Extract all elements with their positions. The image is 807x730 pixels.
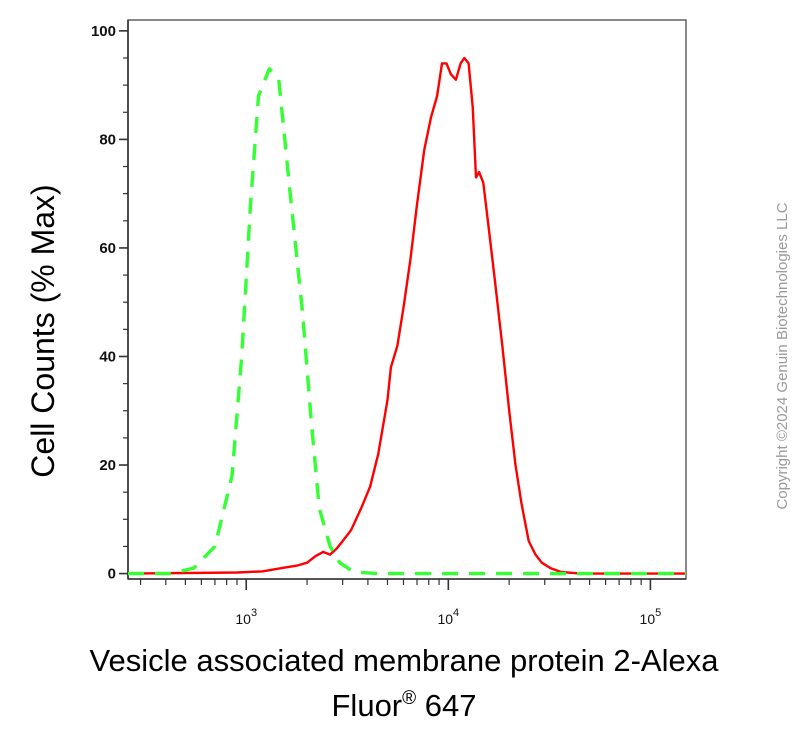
y-tick-label: 100 — [91, 23, 116, 40]
x-tick-base: 10 — [235, 611, 251, 627]
y-tick-label: 80 — [99, 131, 116, 148]
y-tick-label: 0 — [108, 566, 116, 583]
x-tick-exponent: 5 — [655, 607, 661, 619]
plot-frame — [127, 19, 687, 580]
x-axis-label-line2: Fluor® 647 — [332, 688, 477, 723]
y-tick-label: 60 — [99, 240, 116, 257]
y-tick-label: 40 — [99, 348, 116, 365]
copyright-notice: Copyright ©2024 Genuin Biotechnologies L… — [774, 202, 791, 509]
x-tick-exponent: 4 — [453, 607, 459, 619]
x-tick-base: 10 — [640, 611, 656, 627]
x-axis-label-fluor: Fluor — [332, 688, 403, 723]
stained-series-line — [127, 56, 686, 575]
y-minor-ticks — [123, 57, 128, 548]
x-axis-label-line1: Vesicle associated membrane protein 2-Al… — [90, 643, 720, 678]
x-tick-base: 10 — [437, 611, 453, 627]
x-tick-label: 103 — [235, 607, 257, 627]
x-tick-exponent: 3 — [251, 607, 257, 619]
x-axis-label-registered: ® — [402, 688, 416, 709]
series-layer — [127, 56, 686, 576]
x-minor-ticks — [139, 579, 642, 585]
x-tick-label: 105 — [640, 607, 662, 627]
y-tick-label: 20 — [99, 457, 116, 474]
x-tick-label: 104 — [437, 607, 459, 627]
y-ticks: 0 20 40 60 80 100 — [91, 23, 128, 583]
y-axis-label: Cell Counts (% Max) — [25, 184, 61, 477]
control-series-line — [128, 67, 686, 576]
x-axis-label-647: 647 — [416, 688, 476, 723]
x-ticks: 103 104 105 — [235, 579, 661, 627]
